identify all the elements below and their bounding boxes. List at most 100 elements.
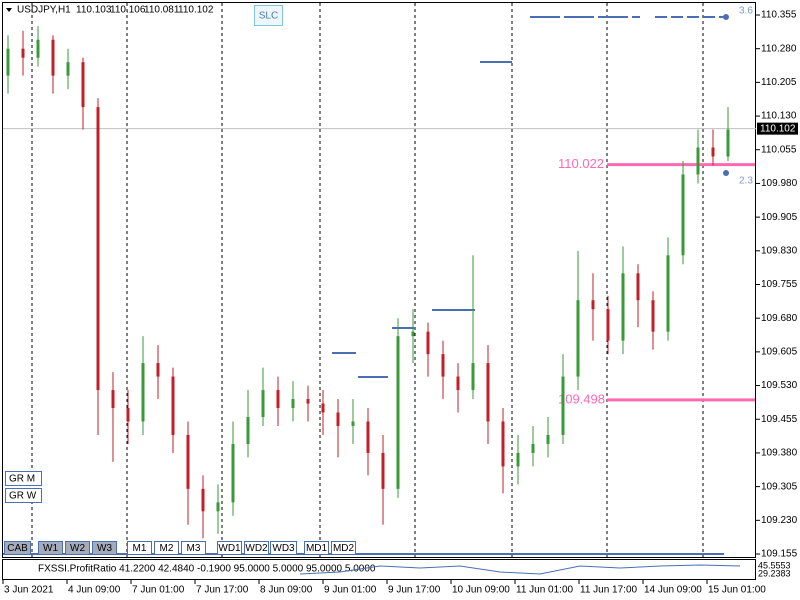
y-tick-label: 109.605 [761, 347, 798, 358]
bottom-button-label: WD2 [245, 543, 268, 554]
bottom-button-label: M2 [160, 543, 174, 554]
candle-body [636, 273, 640, 301]
candle-body [516, 452, 520, 467]
candle-body [81, 62, 85, 108]
bottom-button-label: WD3 [272, 543, 295, 554]
slc-label: SLC [259, 11, 278, 22]
candle-body [666, 255, 670, 332]
x-tick-label: 15 Jun 01:00 [708, 585, 766, 596]
side-button[interactable] [5, 471, 42, 486]
candle-body [426, 331, 430, 355]
x-tick-label: 3 Jun 2021 [4, 585, 54, 596]
low: 110.081 [144, 5, 180, 16]
bottom-button-label: W3 [97, 543, 112, 554]
bottom-button[interactable] [154, 541, 179, 555]
bottom-button-label: M1 [133, 543, 147, 554]
slc-button[interactable] [254, 5, 283, 26]
bottom-button[interactable] [244, 541, 269, 555]
bottom-button[interactable] [331, 541, 356, 555]
candle-body [321, 403, 325, 413]
candle-body [246, 417, 250, 444]
bottom-button[interactable] [38, 541, 63, 555]
y-tick-label: 110.355 [761, 10, 797, 21]
y-tick-label: 110.280 [761, 43, 797, 54]
x-tick-label: 4 Jun 09:00 [68, 585, 121, 596]
price-frame [2, 2, 756, 558]
candle-body [396, 336, 400, 489]
x-tick-label: 14 Jun 09:00 [644, 585, 702, 596]
level-note: 3.6 [739, 6, 753, 17]
candle-body [186, 434, 190, 489]
bottom-button-label: M3 [187, 543, 201, 554]
y-tick-label: 109.830 [761, 245, 798, 256]
bottom-button-label: MD2 [333, 543, 355, 554]
candle-body [126, 408, 130, 422]
bottom-button[interactable] [270, 541, 297, 555]
x-tick-label: 8 Jun 09:00 [260, 585, 313, 596]
candle-body [171, 376, 175, 435]
candle-body [351, 421, 355, 426]
candle-body [141, 363, 145, 422]
candle-body [36, 39, 40, 58]
indicator-scale: 45.5553 [758, 560, 791, 570]
x-tick-label: 11 Jun 17:00 [580, 585, 638, 596]
candle-body [21, 48, 25, 58]
bottom-button-label: W2 [70, 543, 85, 554]
bottom-button[interactable] [127, 541, 152, 555]
candle-body [621, 273, 625, 341]
indicator-label: FXSSI.ProfitRatio 41.2200 42.4840 -0.190… [38, 564, 376, 575]
indicator-scale: 29.2383 [758, 568, 791, 578]
level-label: 110.022 [558, 156, 604, 171]
bottom-button[interactable] [217, 541, 242, 555]
candle-body [606, 309, 610, 341]
candle-body [156, 363, 160, 377]
y-tick-label: 109.905 [761, 212, 798, 223]
menu-arrow[interactable] [6, 8, 12, 12]
candle-body [111, 390, 115, 409]
close: 110.102 [178, 5, 214, 16]
x-tick-label: 11 Jun 01:00 [516, 585, 574, 596]
candle-body [696, 147, 700, 175]
bottom-button[interactable] [92, 541, 117, 555]
indicator-line [299, 564, 741, 575]
y-tick-label: 109.980 [761, 178, 798, 189]
candle-body [546, 434, 550, 444]
indicator-frame [2, 559, 756, 580]
day-separators [31, 3, 704, 557]
candle-body [366, 421, 370, 453]
last-price-label: 110.102 [760, 123, 796, 134]
y-tick-label: 109.380 [761, 448, 798, 459]
y-tick-label: 109.155 [761, 549, 798, 560]
bottom-button-label: WD1 [218, 543, 241, 554]
symbol: USDJPY,H1 [17, 5, 71, 16]
bottom-button-label: MD1 [306, 543, 328, 554]
y-tick-label: 109.455 [761, 414, 798, 425]
bottom-button[interactable] [4, 541, 31, 555]
candle-body [216, 502, 220, 512]
candle-body [231, 443, 235, 503]
y-tick-label: 110.205 [761, 77, 797, 88]
candle-body [381, 452, 385, 489]
candle-body [471, 363, 475, 391]
y-tick-label: 109.680 [761, 313, 798, 324]
side-button[interactable] [5, 488, 42, 503]
candle-body [681, 174, 685, 256]
bottom-button[interactable] [65, 541, 90, 555]
candle-body [276, 390, 280, 409]
bottom-button[interactable] [304, 541, 329, 555]
candle-body [261, 390, 265, 418]
order-levels [3, 14, 729, 555]
y-tick-label: 109.230 [761, 515, 798, 526]
candle-body [291, 399, 295, 409]
x-tick-label: 7 Jun 01:00 [132, 585, 185, 596]
candle-body [96, 107, 100, 391]
bottom-button[interactable] [181, 541, 206, 555]
high: 110.106 [110, 5, 146, 16]
candle-body [306, 399, 310, 404]
bottom-button-label: CAB [7, 543, 28, 554]
y-tick-label: 110.055 [761, 144, 797, 155]
x-tick-label: 10 Jun 09:00 [452, 585, 510, 596]
level-note: 2.3 [739, 176, 753, 187]
